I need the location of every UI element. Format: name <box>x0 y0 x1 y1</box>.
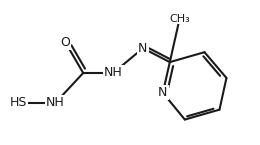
Text: CH₃: CH₃ <box>169 13 190 23</box>
Text: N: N <box>138 42 148 55</box>
Text: HS: HS <box>10 96 27 109</box>
Text: N: N <box>158 86 167 99</box>
Text: NH: NH <box>104 67 122 79</box>
Text: O: O <box>60 36 70 49</box>
Text: NH: NH <box>46 96 65 109</box>
